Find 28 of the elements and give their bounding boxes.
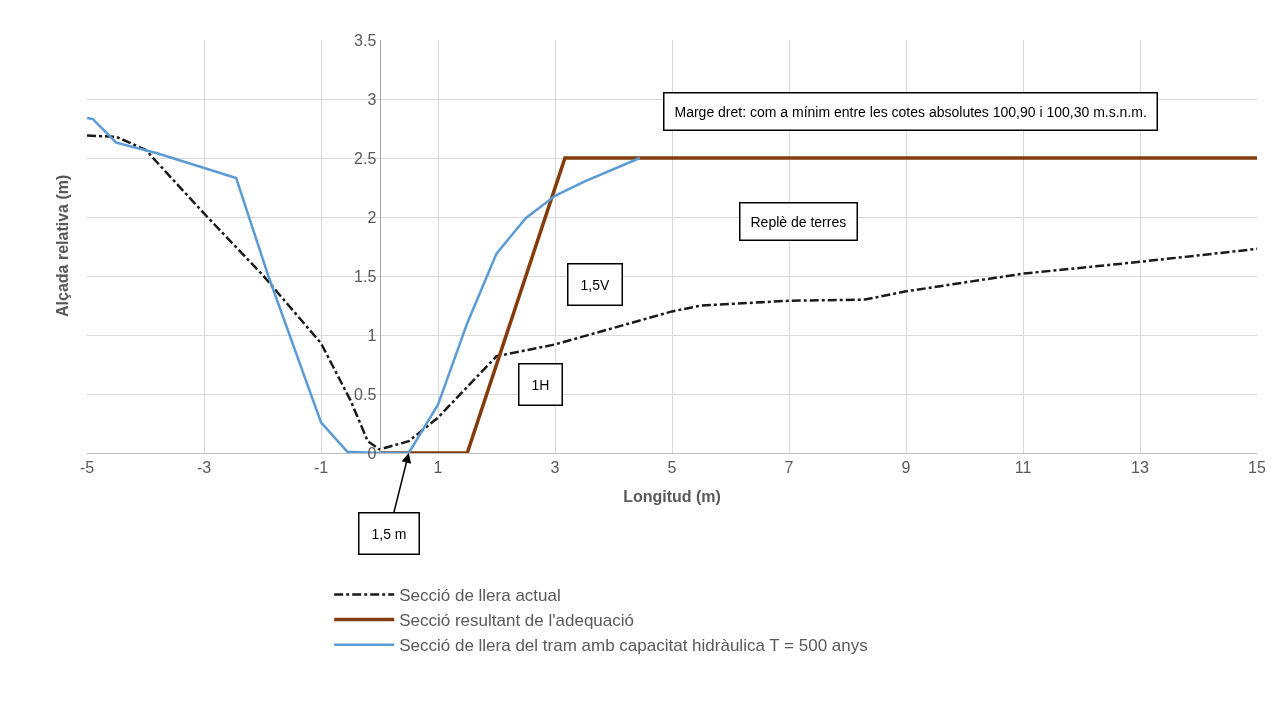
annotation: Marge dret: com a mínim entre les cotes absolutes 100,90 i 100,30 m.s.n.m. [674, 103, 1147, 120]
x-tick-label: 3 [550, 459, 560, 477]
annotation: Replè de terres [750, 213, 847, 230]
y-tick-label: 3 [367, 90, 377, 108]
y-tick-label: 3.5 [354, 31, 377, 49]
x-tick-label: -1 [313, 459, 329, 477]
x-tick-label: 7 [784, 459, 794, 477]
x-tick-label: 9 [901, 459, 911, 477]
x-tick-label: -3 [196, 459, 212, 477]
x-tick-label: -5 [79, 459, 95, 477]
y-tick-label: 2.5 [354, 149, 377, 167]
y-axis-title: Alçada relativa (m) [54, 174, 71, 317]
annotation: 1,5V [580, 276, 610, 293]
legend-label: Secció de llera actual [399, 586, 561, 606]
x-tick-label: 15 [1248, 459, 1266, 477]
x-tick-label: 11 [1014, 459, 1032, 477]
x-tick-label: 5 [667, 459, 677, 477]
annotation: 1,5 m [371, 525, 407, 542]
annotation: 1H [531, 376, 550, 393]
y-tick-label: 0.5 [354, 385, 377, 403]
x-tick-label: 1 [433, 459, 443, 477]
y-tick-label: 2 [367, 208, 377, 226]
y-tick-label: 1.5 [354, 267, 377, 285]
x-tick-label: 13 [1131, 459, 1149, 477]
y-tick-label: 1 [367, 326, 377, 344]
legend-label: Secció resultant de l'adequació [399, 611, 634, 631]
legend-label: Secció de llera del tram amb capacitat hidràulica T = 500 anys [399, 636, 868, 656]
x-axis-title: Longitud (m) [623, 487, 721, 505]
